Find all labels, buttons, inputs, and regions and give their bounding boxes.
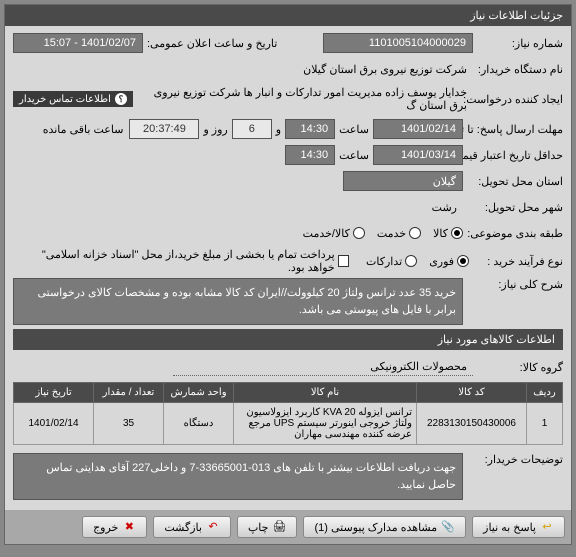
city-label: شهر محل تحویل: — [463, 201, 563, 214]
col-idx: ردیف — [527, 383, 563, 403]
time-label-2: ساعت — [339, 149, 369, 162]
radio-goods-service-label: کالا/خدمت — [303, 227, 350, 240]
cell-name: ترانس ایزوله KVA 20 کاربرد ایزولاسیون ول… — [234, 403, 417, 445]
province-field: گیلان — [343, 171, 463, 191]
button-bar: پاسخ به نیاز مشاهده مدارک پیوستی (1) چاپ… — [5, 510, 571, 544]
deadline-time: 14:30 — [285, 119, 335, 139]
and-label: و — [276, 123, 281, 136]
reply-label: پاسخ به نیاز — [483, 521, 536, 534]
radio-service-label: خدمت — [377, 227, 406, 240]
description-box: خرید 35 عدد ترانس ولتاژ 20 کیلوولت//ایرا… — [13, 278, 463, 325]
need-number-label: شماره نیاز: — [473, 37, 563, 50]
radio-goods-label: کالا — [433, 227, 448, 240]
reply-icon — [540, 520, 554, 534]
radio-dot-icon — [451, 227, 463, 239]
buyer-value: شرکت توزیع نیروی برق استان گیلان — [297, 61, 473, 78]
deadline-date: 1401/02/14 — [373, 119, 463, 139]
radio-dot-icon — [409, 227, 421, 239]
radio-urgent[interactable]: فوری — [429, 255, 469, 268]
radio-dot-icon — [457, 255, 469, 267]
deadline-label: مهلت ارسال پاسخ: تا تاریخ: — [463, 123, 563, 136]
exit-icon — [122, 520, 136, 534]
cell-code: 2283130150430006 — [417, 403, 527, 445]
exit-label: خروج — [93, 521, 118, 534]
notes-label: توضیحات خریدار: — [463, 453, 563, 466]
back-button[interactable]: بازگشت — [153, 516, 231, 538]
remaining-label: ساعت باقی مانده — [37, 121, 130, 138]
radio-service[interactable]: خدمت — [377, 227, 421, 240]
back-label: بازگشت — [164, 521, 202, 534]
description-label: شرح کلی نیاز: — [463, 278, 563, 291]
requester-value: خدایار یوسف زاده مدیریت امور تدارکات و ا… — [133, 84, 473, 114]
announce-label: تاریخ و ساعت اعلان عمومی: — [147, 37, 277, 50]
col-date: تاریخ نیاز — [14, 383, 94, 403]
attach-icon — [441, 520, 455, 534]
group-label: گروه کالا: — [473, 361, 563, 374]
cell-date: 1401/02/14 — [14, 403, 94, 445]
col-unit: واحد شمارش — [164, 383, 234, 403]
time-label-1: ساعت — [339, 123, 369, 136]
radio-tender[interactable]: تدارکات — [366, 255, 417, 268]
panel-title: جزئیات اطلاعات نیاز — [470, 10, 563, 22]
category-radio-group: کالا خدمت کالا/خدمت — [303, 227, 463, 240]
table-row: 1 2283130150430006 ترانس ایزوله KVA 20 ک… — [14, 403, 563, 445]
col-qty: تعداد / مقدار — [94, 383, 164, 403]
requester-label: ایجاد کننده درخواست: — [473, 93, 563, 106]
radio-goods-service[interactable]: کالا/خدمت — [303, 227, 365, 240]
attachments-button[interactable]: مشاهده مدارک پیوستی (1) — [303, 516, 466, 538]
remaining-days: 6 — [232, 119, 272, 139]
radio-dot-icon — [405, 255, 417, 267]
price-time: 14:30 — [285, 145, 335, 165]
items-section-header: اطلاعات کالاهای مورد نیاز — [13, 329, 563, 350]
checkbox-icon — [338, 255, 349, 267]
cell-qty: 35 — [94, 403, 164, 445]
radio-urgent-label: فوری — [429, 255, 454, 268]
process-label: نوع فرآیند خرید : — [469, 255, 563, 268]
payment-note: پرداخت تمام یا بخشی از مبلغ خرید،از محل … — [13, 248, 335, 274]
attachments-label: مشاهده مدارک پیوستی (1) — [314, 521, 437, 534]
table-header-row: ردیف کد کالا نام کالا واحد شمارش تعداد /… — [14, 383, 563, 403]
reply-button[interactable]: پاسخ به نیاز — [472, 516, 565, 538]
buyer-label: نام دستگاه خریدار: — [473, 63, 563, 76]
announce-field: 1401/02/07 - 15:07 — [13, 33, 143, 53]
radio-goods[interactable]: کالا — [433, 227, 463, 240]
limit-label: طبقه بندی موضوعی: — [463, 227, 563, 240]
price-date: 1401/03/14 — [373, 145, 463, 165]
print-label: چاپ — [248, 521, 269, 534]
print-button[interactable]: چاپ — [237, 516, 298, 538]
contact-link[interactable]: ؟ اطلاعات تماس خریدار — [13, 91, 133, 107]
cell-idx: 1 — [527, 403, 563, 445]
radio-tender-label: تدارکات — [366, 255, 402, 268]
process-radio-group: فوری تدارکات — [366, 255, 469, 268]
province-label: استان محل تحویل: — [463, 175, 563, 188]
print-icon — [272, 520, 286, 534]
panel-header: جزئیات اطلاعات نیاز — [5, 5, 571, 26]
items-table: ردیف کد کالا نام کالا واحد شمارش تعداد /… — [13, 382, 563, 445]
items-section-title: اطلاعات کالاهای مورد نیاز — [438, 334, 555, 346]
day-label: روز و — [203, 123, 227, 136]
contact-link-label: اطلاعات تماس خریدار — [19, 94, 111, 105]
notes-box: جهت دریافت اطلاعات بیشتر با تلفن های 013… — [13, 453, 463, 500]
info-icon: ؟ — [115, 93, 127, 105]
form-area: شماره نیاز: 1101005104000029 تاریخ و ساع… — [5, 26, 571, 510]
details-panel: جزئیات اطلاعات نیاز شماره نیاز: 11010051… — [4, 4, 572, 545]
exit-button[interactable]: خروج — [82, 516, 147, 538]
payment-checkbox[interactable]: پرداخت تمام یا بخشی از مبلغ خرید،از محل … — [13, 248, 349, 274]
cell-unit: دستگاه — [164, 403, 234, 445]
price-validity-label: حداقل تاریخ اعتبار قیمت:تا تاریخ: — [463, 149, 563, 162]
radio-dot-icon — [353, 227, 365, 239]
need-number-field: 1101005104000029 — [323, 33, 473, 53]
city-value: رشت — [426, 199, 463, 216]
remaining-time: 20:37:49 — [129, 119, 199, 139]
col-name: نام کالا — [234, 383, 417, 403]
group-value: محصولات الکترونیکی — [173, 358, 473, 376]
col-code: کد کالا — [417, 383, 527, 403]
back-icon — [206, 520, 220, 534]
